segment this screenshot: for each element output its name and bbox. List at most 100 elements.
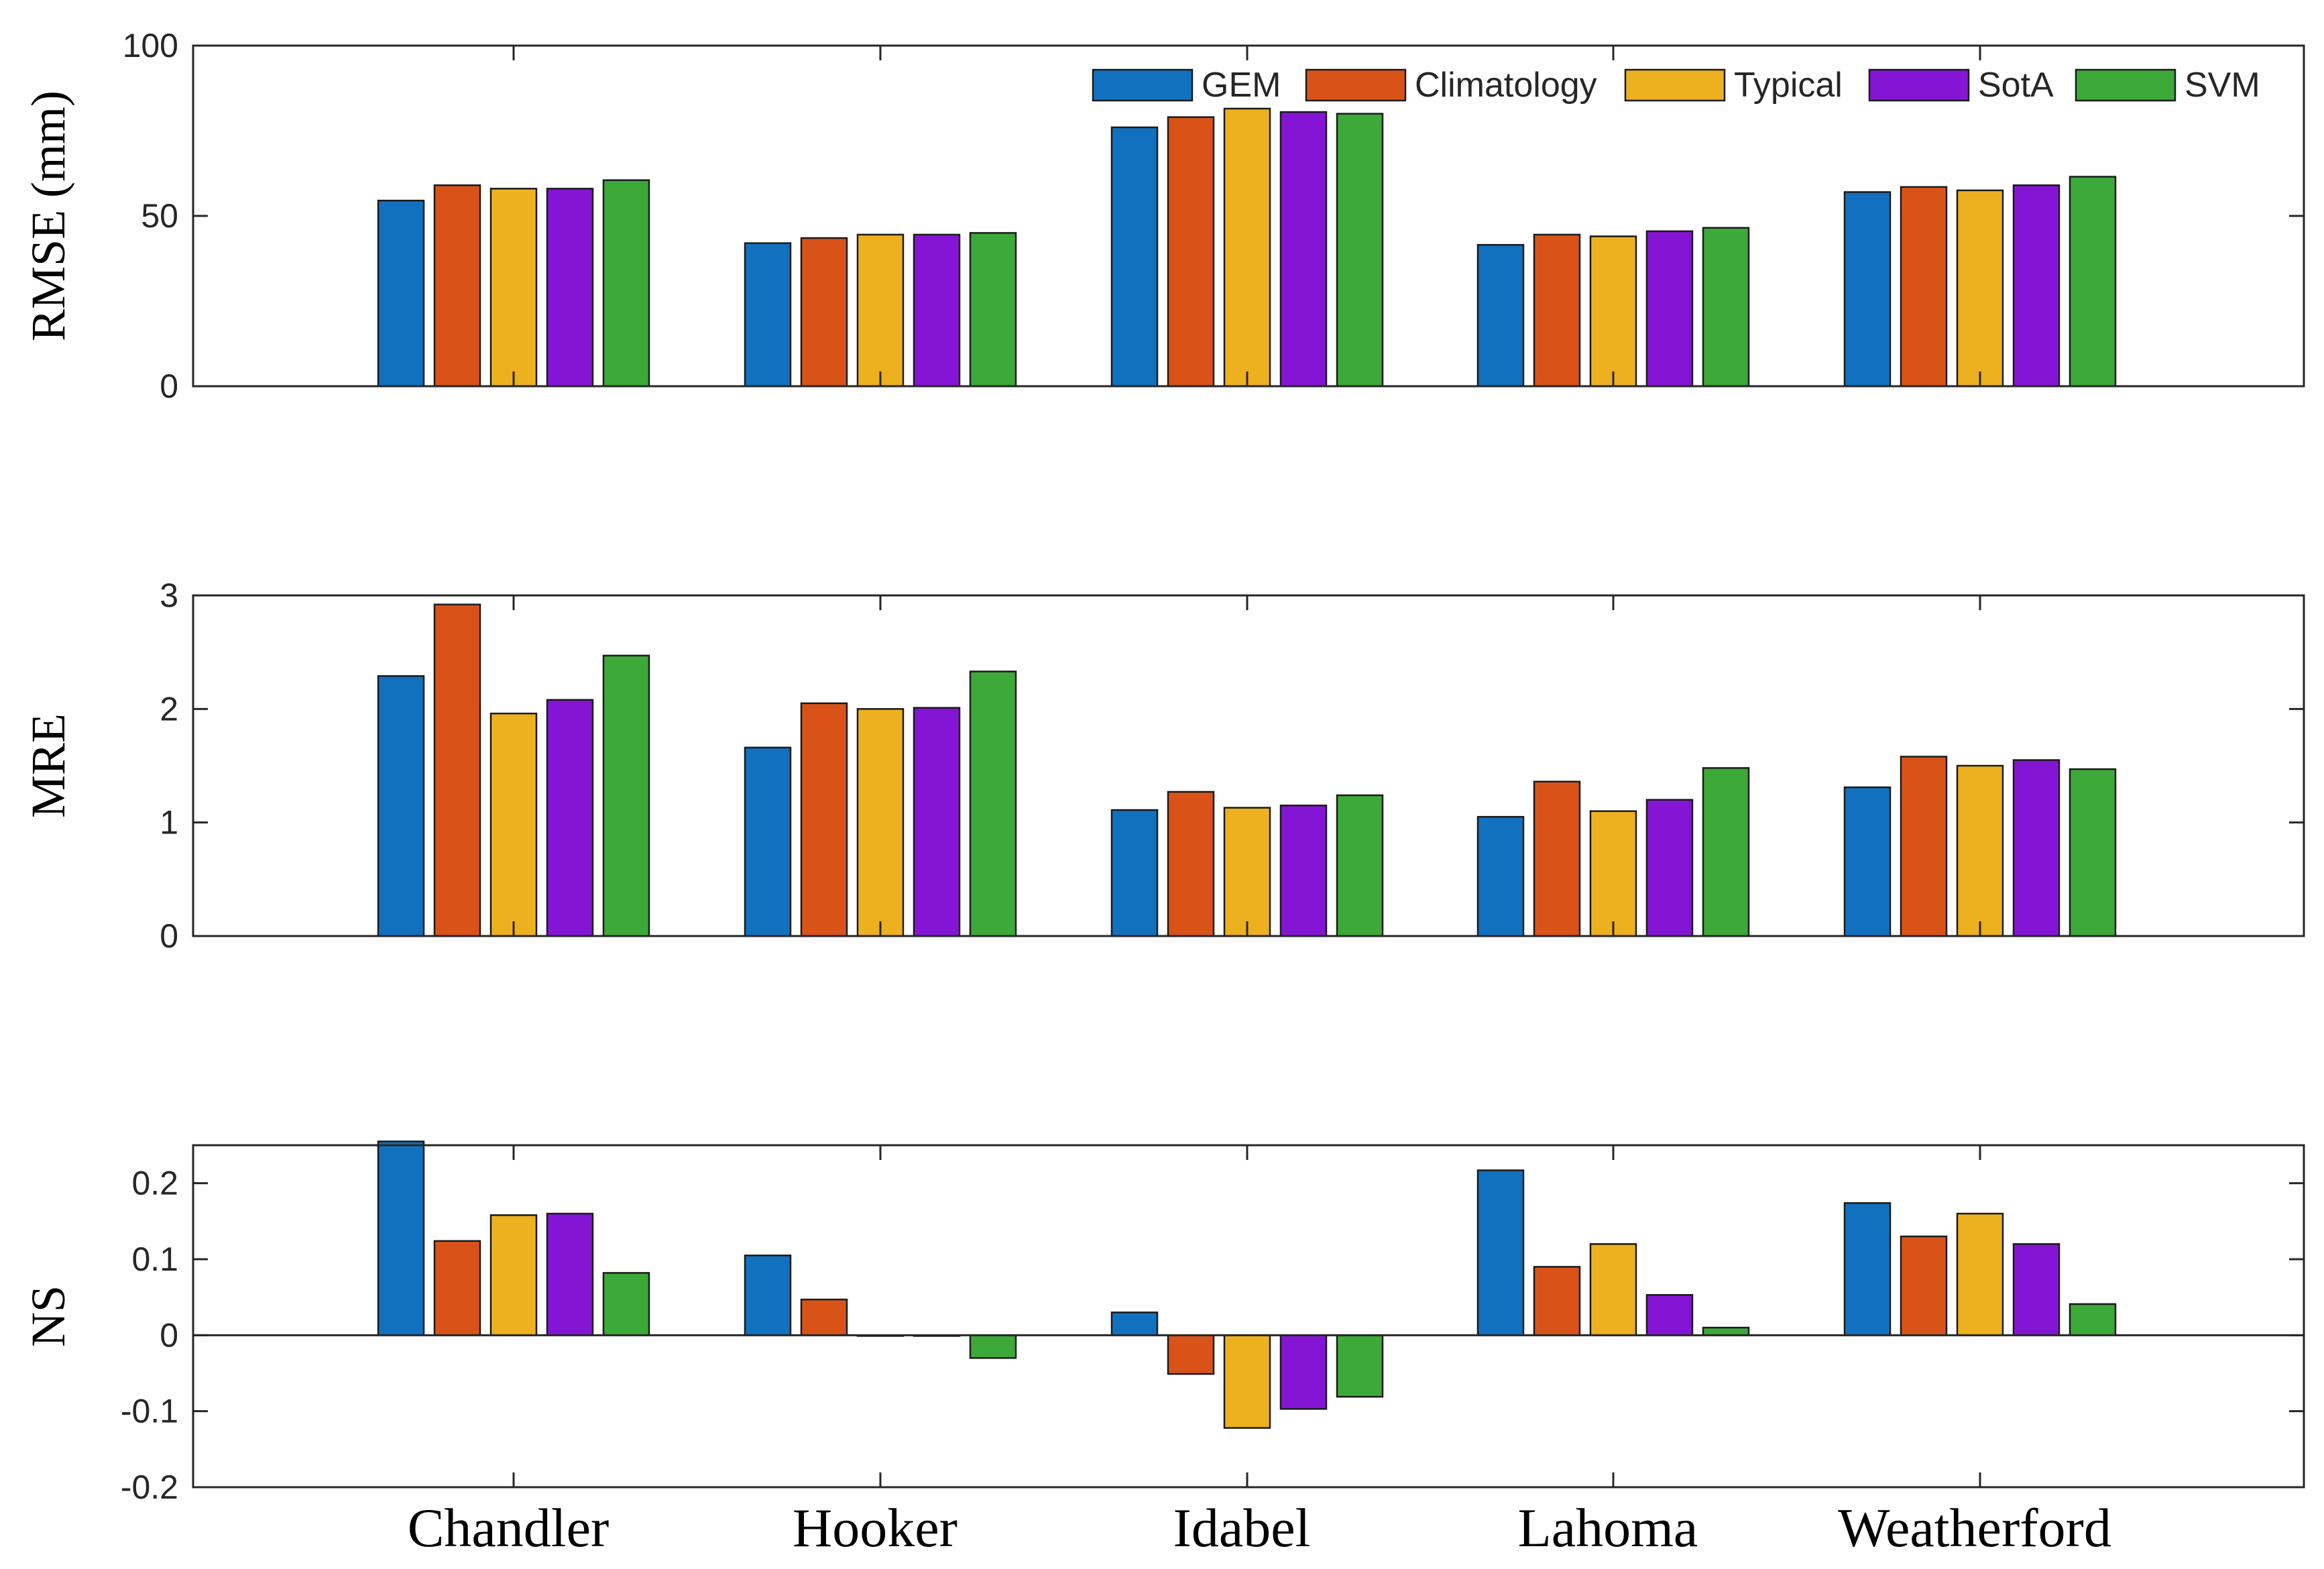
bar-rmse-mm-weatherford-svm: [2069, 176, 2117, 388]
bar-mre-hooker-gem: [744, 746, 792, 937]
legend-swatch-svm: [2075, 68, 2176, 102]
x-category-labels: Chandler Hooker Idabel Lahoma Weatherford: [408, 1497, 2111, 1558]
bar-rmse-mm-lahoma-gem: [1476, 243, 1525, 388]
bar-mre-weatherford-typical: [1956, 764, 2004, 937]
bar-mre-weatherford-sota: [2012, 759, 2060, 937]
bar-ns-idabel-svm: [1336, 1334, 1384, 1398]
bar-rmse-mm-chandler-typical: [489, 188, 538, 388]
bar-ns-lahoma-typical: [1589, 1243, 1637, 1336]
bar-rmse-mm-hooker-typical: [856, 233, 905, 388]
bar-mre-lahoma-sota: [1645, 799, 1694, 937]
bar-rmse-mm-weatherford-typical: [1956, 189, 2004, 388]
bar-mre-lahoma-typical: [1589, 810, 1637, 937]
bar-ns-chandler-sota: [546, 1212, 594, 1336]
bar-ns-weatherford-climatology: [1900, 1235, 1948, 1336]
bar-rmse-mm-chandler-climatology: [433, 184, 481, 388]
bar-rmse-mm-chandler-svm: [602, 179, 650, 388]
bar-ns-idabel-typical: [1223, 1334, 1271, 1429]
y-axis-label: NS: [21, 1285, 75, 1347]
bar-ns-lahoma-gem: [1476, 1169, 1525, 1336]
bar-rmse-mm-idabel-sota: [1279, 111, 1328, 388]
bar-mre-weatherford-climatology: [1900, 756, 1948, 937]
bar-ns-idabel-climatology: [1167, 1334, 1215, 1375]
y-tick-label: 0: [160, 1316, 178, 1354]
bar-rmse-mm-idabel-svm: [1336, 113, 1384, 388]
bar-ns-lahoma-climatology: [1533, 1266, 1581, 1336]
bar-mre-hooker-sota: [913, 707, 961, 937]
bar-mre-idabel-typical: [1223, 807, 1271, 937]
rmse-panel: 0 50 100 RMSE (mm): [21, 27, 2305, 405]
bar-ns-chandler-gem: [377, 1141, 425, 1336]
bar-ns-weatherford-typical: [1956, 1212, 2004, 1336]
bar-ns-hooker-climatology: [800, 1298, 848, 1336]
bar-mre-chandler-svm: [602, 654, 650, 937]
bar-rmse-mm-weatherford-gem: [1843, 191, 1892, 388]
y-tick-label: 0.1: [131, 1240, 178, 1278]
legend-swatch-typical: [1624, 68, 1726, 102]
y-axis-label: MRE: [21, 713, 75, 818]
bar-mre-lahoma-climatology: [1533, 780, 1581, 937]
axes-box: [192, 1144, 2305, 1489]
bar-mre-lahoma-svm: [1702, 767, 1750, 937]
legend-label-typical: Typical: [1734, 66, 1843, 105]
x-category-label-lahoma: Lahoma: [1518, 1497, 1698, 1558]
mre-panel: 0 1 2 3 MRE: [21, 577, 2305, 955]
bar-ns-lahoma-sota: [1645, 1294, 1694, 1336]
bar-mre-hooker-typical: [856, 708, 905, 937]
x-category-label-weatherford: Weatherford: [1838, 1497, 2111, 1558]
x-category-label-chandler: Chandler: [408, 1497, 609, 1558]
y-tick-label: -0.1: [121, 1393, 178, 1430]
legend-swatch-sota: [1868, 68, 1970, 102]
y-tick-label: 3: [160, 577, 178, 614]
legend-swatch-climatology: [1305, 68, 1407, 102]
bar-mre-idabel-svm: [1336, 794, 1384, 937]
bar-rmse-mm-lahoma-sota: [1645, 230, 1694, 388]
ns-panel: -0.2 -0.1 0 0.1 0.2 NS: [21, 1141, 2305, 1506]
bar-rmse-mm-chandler-sota: [546, 188, 594, 388]
bar-rmse-mm-chandler-gem: [377, 199, 425, 388]
bar-ns-idabel-sota: [1279, 1334, 1328, 1410]
y-tick-label: 0: [160, 917, 178, 955]
bar-mre-chandler-typical: [489, 712, 538, 937]
y-tick-label: 100: [123, 27, 178, 64]
bar-ns-lahoma-svm: [1702, 1326, 1750, 1336]
bar-mre-hooker-svm: [969, 671, 1017, 937]
bar-ns-idabel-gem: [1110, 1312, 1159, 1336]
bar-mre-chandler-gem: [377, 675, 425, 937]
bar-rmse-mm-lahoma-typical: [1589, 235, 1637, 388]
bar-rmse-mm-hooker-climatology: [800, 237, 848, 388]
y-tick-label: 50: [141, 197, 178, 235]
legend-swatch-gem: [1092, 68, 1194, 102]
bar-mre-chandler-sota: [546, 699, 594, 937]
y-axis-label: RMSE (mm): [21, 91, 75, 341]
bar-rmse-mm-idabel-climatology: [1167, 116, 1215, 388]
legend-label-sota: SotA: [1978, 66, 2054, 105]
y-tick-label: -0.2: [121, 1468, 178, 1506]
bar-mre-lahoma-gem: [1476, 815, 1525, 937]
bar-mre-chandler-climatology: [433, 603, 481, 937]
bar-rmse-mm-lahoma-svm: [1702, 227, 1750, 388]
x-category-label-hooker: Hooker: [793, 1497, 957, 1558]
bar-rmse-mm-idabel-gem: [1110, 126, 1159, 388]
y-tick-label: 2: [160, 690, 178, 728]
bar-mre-idabel-sota: [1279, 805, 1328, 937]
y-tick-label: 0.2: [131, 1165, 178, 1202]
bar-mre-idabel-climatology: [1167, 791, 1215, 937]
x-category-label-idabel: Idabel: [1173, 1497, 1311, 1558]
bar-rmse-mm-hooker-sota: [913, 233, 961, 388]
bar-rmse-mm-idabel-typical: [1223, 107, 1271, 388]
bar-ns-weatherford-svm: [2069, 1303, 2117, 1336]
bar-ns-chandler-svm: [602, 1272, 650, 1336]
bar-ns-weatherford-gem: [1843, 1202, 1892, 1336]
bar-rmse-mm-weatherford-sota: [2012, 184, 2060, 388]
axes-box: [192, 594, 2305, 937]
y-tick-label: 1: [160, 804, 178, 841]
bar-rmse-mm-weatherford-climatology: [1900, 186, 1948, 388]
bar-ns-hooker-svm: [969, 1334, 1017, 1359]
bar-mre-weatherford-gem: [1843, 786, 1892, 937]
bar-ns-weatherford-sota: [2012, 1243, 2060, 1336]
bar-mre-hooker-climatology: [800, 702, 848, 937]
bar-ns-hooker-gem: [744, 1255, 792, 1336]
